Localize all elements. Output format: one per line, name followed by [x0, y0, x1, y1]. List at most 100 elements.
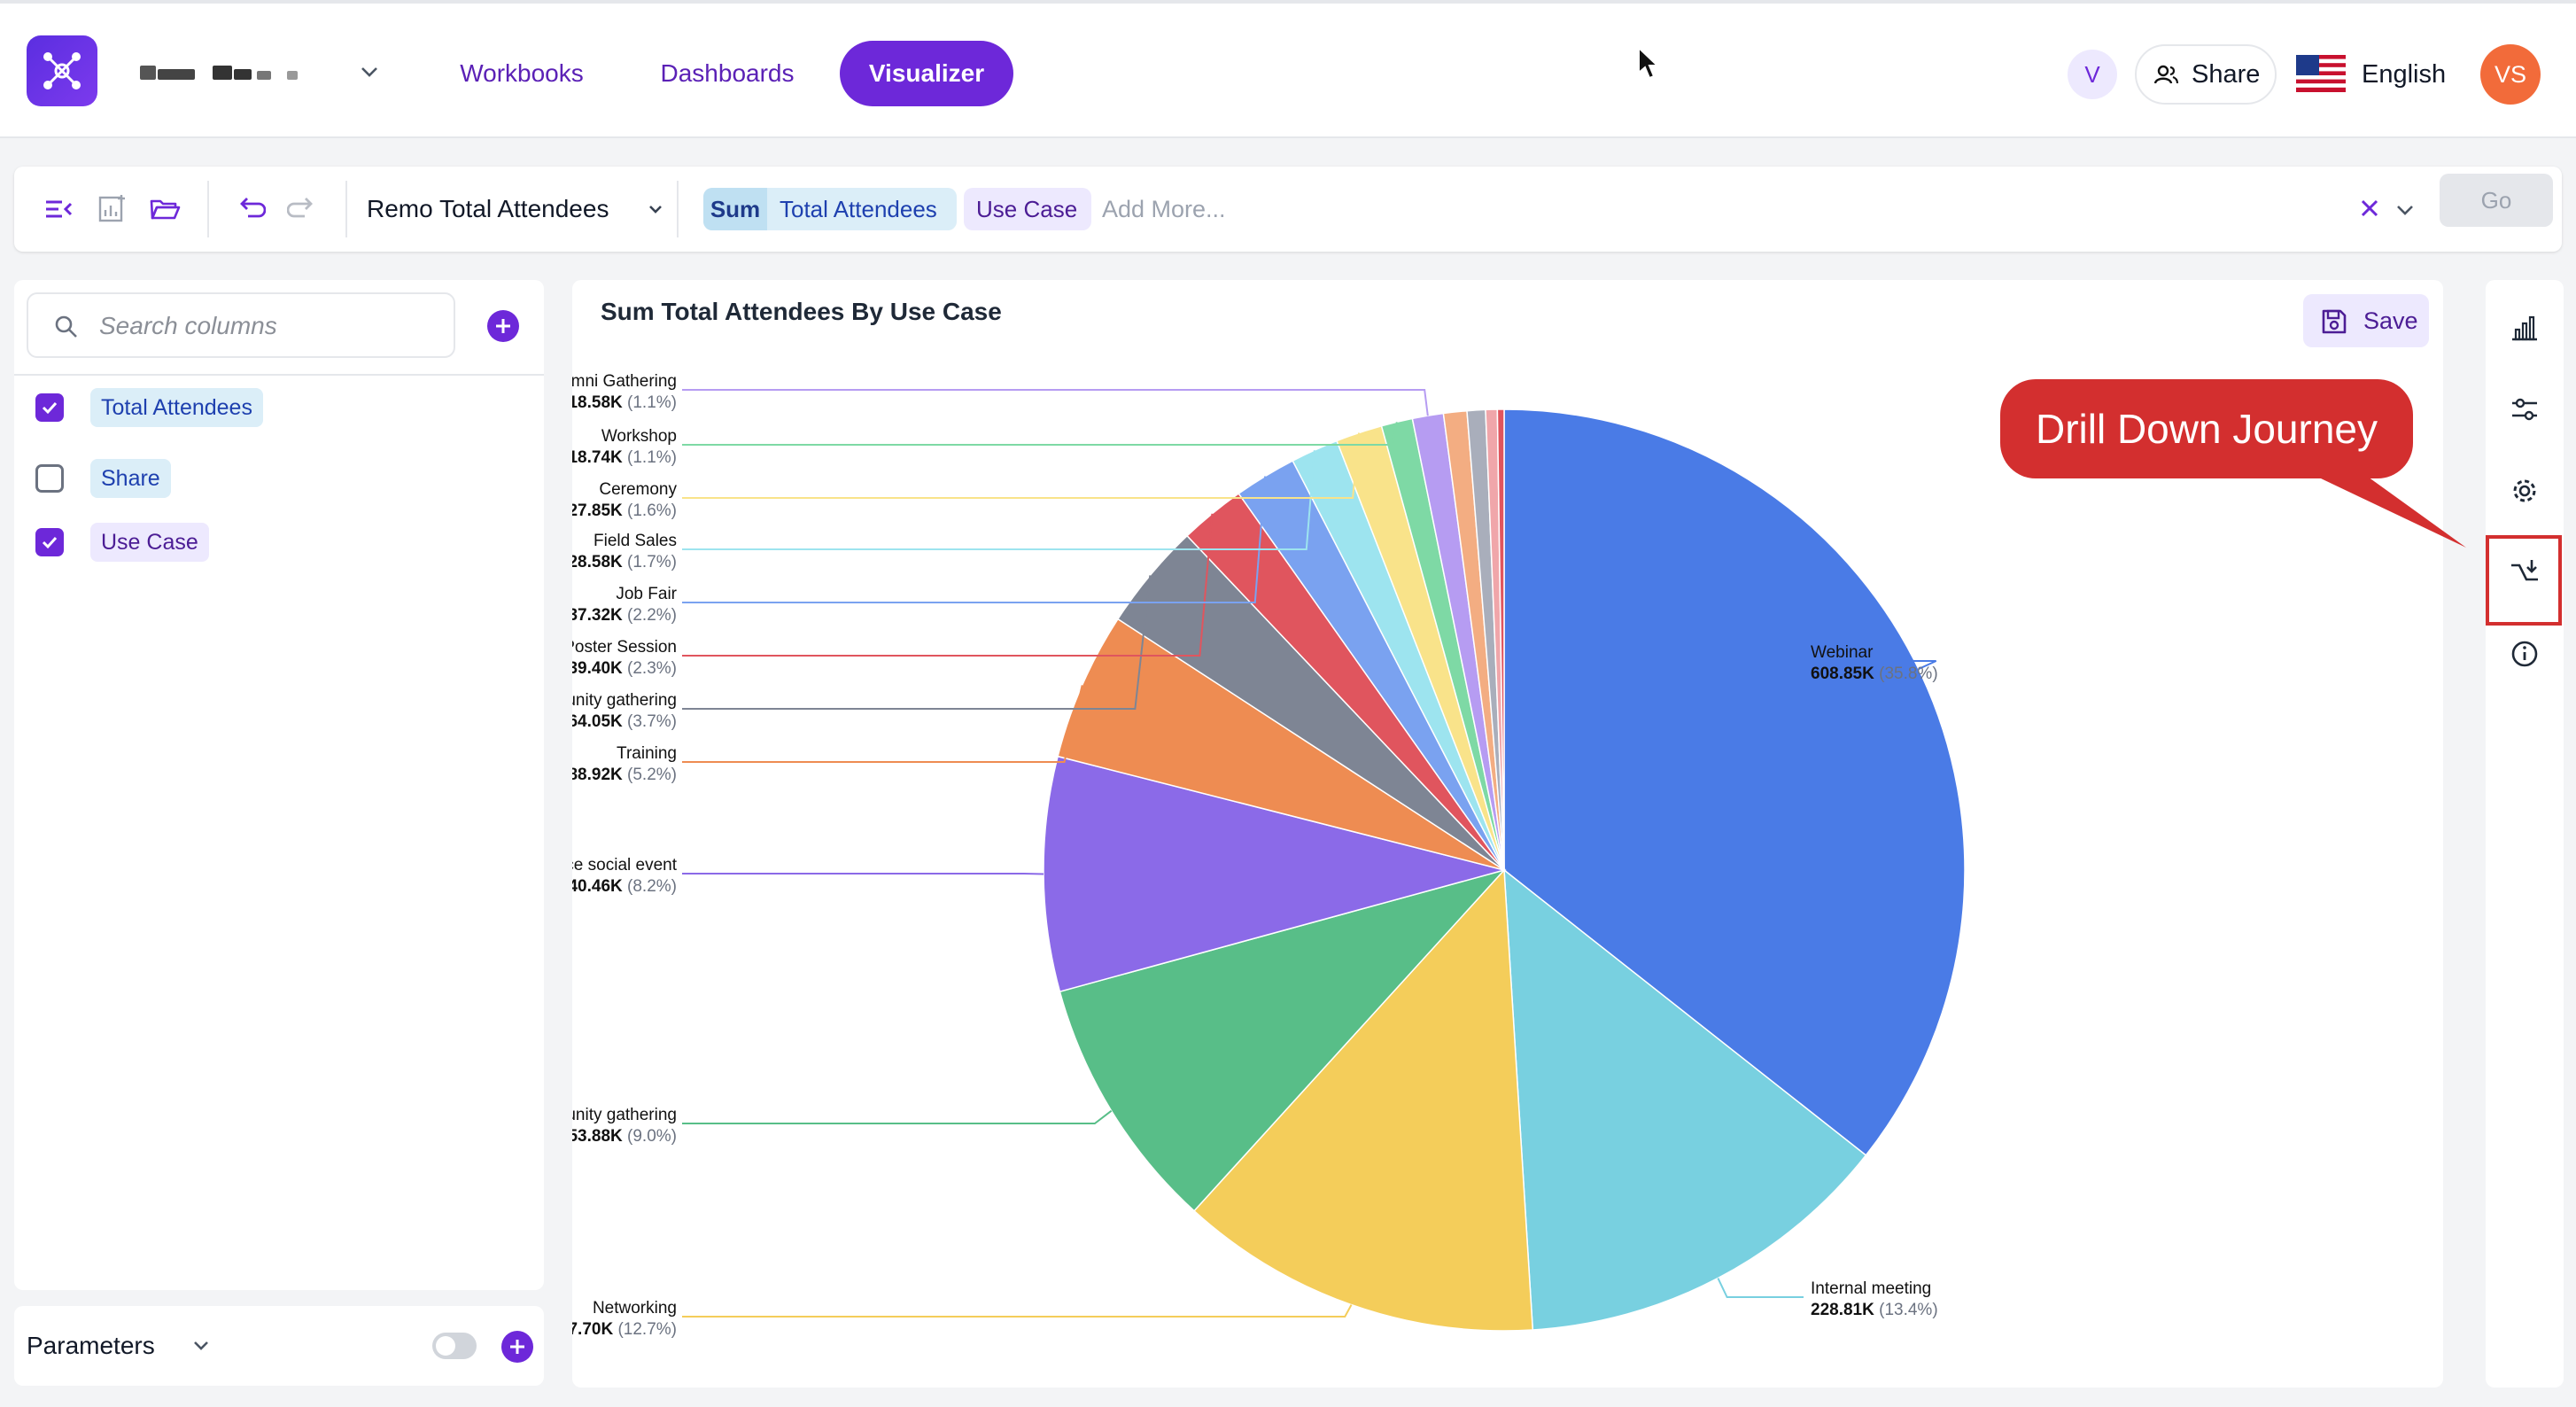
new-chart-icon[interactable]	[96, 193, 128, 225]
undo-icon[interactable]	[234, 193, 266, 225]
parameters-label[interactable]: Parameters	[27, 1332, 155, 1359]
slice-value-text: 608.85K	[1811, 665, 1879, 683]
mouse-cursor-icon	[1638, 46, 1660, 80]
toolbar-divider	[207, 181, 209, 237]
pie-slice[interactable]	[1503, 408, 1966, 1156]
chevron-down-icon[interactable]	[356, 58, 383, 85]
slice-leader-line	[682, 685, 1083, 763]
top-bar: Workbooks Dashboards Visualizer V Share …	[0, 0, 2576, 138]
sliders-icon[interactable]	[2509, 393, 2541, 425]
slice-label: Alumni Gathering	[572, 372, 677, 391]
org-name-redacted[interactable]	[140, 60, 317, 83]
toolbar-divider	[345, 181, 347, 237]
drill-down-icon[interactable]	[2509, 556, 2541, 588]
slice-label: Ceremony	[599, 480, 677, 499]
slice-leader-line	[682, 513, 1214, 657]
aggregation-label[interactable]: Sum	[703, 188, 767, 230]
slice-pct: (2.2%)	[627, 606, 677, 625]
chart-title: Sum Total Attendees By Use Case	[601, 298, 1002, 325]
folder-open-icon[interactable]	[149, 193, 181, 225]
measure-chip[interactable]: Sum Total Attendees	[703, 188, 957, 230]
nav-workbooks[interactable]: Workbooks	[460, 59, 584, 87]
query-bar: Remo Total Attendees Sum Total Attendees…	[14, 167, 2562, 252]
slice-pct: (13.4%)	[1879, 1301, 1938, 1319]
pie-slice[interactable]	[1496, 408, 1505, 871]
go-button[interactable]: Go	[2440, 174, 2553, 227]
floppy-disk-icon	[2322, 309, 2347, 334]
slice-label: Webinar	[1811, 643, 1874, 662]
user-avatar[interactable]: VS	[2480, 44, 2541, 105]
clear-icon[interactable]	[2355, 193, 2385, 223]
check-icon	[42, 401, 58, 415]
info-icon[interactable]	[2509, 638, 2541, 670]
search-input[interactable]	[99, 307, 445, 346]
slice-leader-line	[682, 422, 1398, 446]
slice-leader-line	[682, 432, 1361, 499]
slice-leader-line	[682, 389, 1429, 416]
slice-pct: (8.2%)	[627, 877, 677, 896]
slice-leader-line	[682, 1109, 1113, 1124]
share-label: Share	[2192, 60, 2261, 89]
slice-value: 608.85K (35.8%)	[1811, 665, 1938, 683]
slice-pct: (12.7%)	[617, 1320, 677, 1339]
slice-value-text: 18.74K	[572, 448, 627, 467]
search-icon	[55, 315, 77, 338]
pie-slice[interactable]	[1059, 868, 1507, 1212]
column-checkbox[interactable]	[35, 464, 64, 493]
add-parameter-button[interactable]	[501, 1331, 533, 1363]
slice-label: Job Fair	[616, 585, 677, 603]
app-logo[interactable]	[27, 35, 97, 106]
pie-slice[interactable]	[1043, 755, 1507, 993]
dimension-chip[interactable]: Use Case	[964, 188, 1091, 230]
add-more-input[interactable]: Add More...	[1102, 196, 1226, 222]
redo-icon[interactable]	[287, 193, 319, 225]
us-flag-icon	[2296, 55, 2346, 92]
slice-value-text: 37.32K	[572, 606, 627, 625]
slice-value-text: 64.05K	[572, 712, 627, 731]
chevron-down-icon[interactable]	[190, 1334, 213, 1357]
slice-pct: (3.7%)	[627, 712, 677, 731]
slice-label: Poster Session	[572, 638, 677, 657]
slice-leader-line	[682, 450, 1315, 550]
user-badge[interactable]: V	[2068, 50, 2117, 99]
measure-label: Total Attendees	[780, 196, 937, 222]
language-selector[interactable]: English	[2296, 53, 2456, 96]
users-icon	[2154, 65, 2179, 84]
slice-value: 39.40K (2.3%)	[572, 659, 677, 678]
column-item[interactable]: Total Attendees	[35, 386, 478, 429]
collapse-panel-icon[interactable]	[43, 193, 74, 225]
slice-label: Internal meeting	[1811, 1279, 1931, 1298]
parameters-toggle[interactable]	[432, 1333, 477, 1359]
save-label: Save	[2363, 307, 2418, 334]
slice-value: 18.74K (1.1%)	[572, 448, 677, 467]
gear-icon[interactable]	[2509, 475, 2541, 507]
slice-value-text: 39.40K	[572, 659, 627, 678]
bar-chart-icon[interactable]	[2509, 312, 2541, 344]
share-button[interactable]: Share	[2135, 44, 2277, 105]
slice-value: 88.92K (5.2%)	[572, 766, 677, 784]
panel-divider	[14, 374, 544, 376]
workbook-selector[interactable]: Remo Total Attendees	[367, 195, 609, 222]
slice-pct: (35.8%)	[1879, 665, 1938, 683]
slice-label: Field Sales	[594, 532, 677, 550]
slice-value: 37.32K (2.2%)	[572, 606, 677, 625]
check-icon	[42, 536, 58, 549]
slice-value: 64.05K (3.7%)	[572, 712, 677, 731]
column-label: Use Case	[90, 523, 209, 562]
plus-icon	[496, 319, 510, 333]
slice-pct: (1.1%)	[627, 393, 677, 412]
column-item[interactable]: Share	[35, 457, 478, 500]
chevron-down-icon[interactable]	[645, 198, 666, 220]
highlight-box	[2486, 535, 2562, 626]
column-checkbox[interactable]	[35, 393, 64, 422]
add-column-button[interactable]	[487, 310, 519, 342]
slice-label: Office social event	[572, 856, 678, 875]
save-button[interactable]: Save	[2303, 294, 2429, 347]
slice-pct: (9.0%)	[627, 1127, 677, 1146]
column-checkbox[interactable]	[35, 528, 64, 556]
column-item[interactable]: Use Case	[35, 521, 478, 564]
chevron-down-icon[interactable]	[2392, 197, 2418, 223]
slice-value-text: 228.81K	[1811, 1301, 1879, 1319]
nav-visualizer[interactable]: Visualizer	[840, 41, 1013, 106]
nav-dashboards[interactable]: Dashboards	[660, 59, 795, 87]
